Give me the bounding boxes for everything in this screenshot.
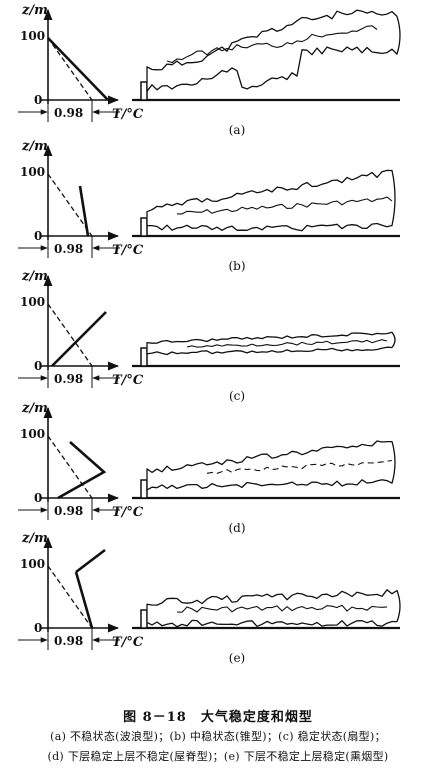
panel-d: z/m 100 0 T/°C 0.98 (d) bbox=[18, 401, 400, 535]
figure-diagram: z/m 100 0 T/°C 0.98 (a) z/m 100 0 T/°C 0.98 (b) z/m 1… bbox=[18, 3, 401, 665]
panel-label-e: (e) bbox=[229, 651, 245, 665]
smokestack bbox=[140, 479, 148, 499]
temperature-profile bbox=[51, 311, 107, 367]
panel-label-c: (c) bbox=[229, 389, 245, 403]
z-axis-label: z/m bbox=[21, 3, 48, 18]
reference-lapse-line bbox=[47, 37, 93, 101]
T-axis-label: T/°C bbox=[112, 243, 144, 258]
T-axis-label: T/°C bbox=[112, 107, 144, 122]
smokestack bbox=[140, 217, 148, 237]
temperature-profile bbox=[78, 185, 90, 237]
plume bbox=[146, 169, 396, 232]
smokestack bbox=[140, 81, 148, 101]
plume bbox=[146, 589, 401, 628]
tick-0: 0 bbox=[34, 229, 42, 243]
plume-inner bbox=[177, 196, 393, 215]
smokestack bbox=[140, 609, 148, 629]
T-axis-label: T/°C bbox=[112, 635, 144, 650]
tick-100: 100 bbox=[20, 295, 45, 309]
z-axis-label: z/m bbox=[21, 139, 48, 154]
temperature-profile bbox=[47, 37, 109, 101]
panel-a: z/m 100 0 T/°C 0.98 (a) bbox=[18, 3, 401, 137]
caption-line-1: (a) 不稳状态(波浪型)；(b) 中稳状态(锥型)；(c) 稳定状态(扇型)； bbox=[50, 730, 386, 743]
plume-inner bbox=[166, 25, 378, 64]
panel-label-a: (a) bbox=[229, 123, 246, 137]
panel-label-b: (b) bbox=[228, 259, 245, 273]
plume bbox=[146, 331, 396, 356]
plume-inner bbox=[176, 604, 388, 613]
tick-098: 0.98 bbox=[54, 504, 83, 518]
z-axis-label: z/m bbox=[21, 531, 48, 546]
panel-e: z/m 100 0 T/°C 0.98 (e) bbox=[18, 531, 401, 665]
tick-0: 0 bbox=[34, 93, 42, 107]
z-axis-label: z/m bbox=[21, 401, 48, 416]
plume bbox=[146, 9, 401, 92]
tick-100: 100 bbox=[20, 557, 45, 571]
tick-100: 100 bbox=[20, 427, 45, 441]
tick-098: 0.98 bbox=[54, 242, 83, 256]
tick-098: 0.98 bbox=[54, 372, 83, 386]
plume-inner bbox=[186, 339, 388, 348]
caption-title: 图 8－18 大气稳定度和烟型 bbox=[123, 710, 313, 725]
panel-c: z/m 100 0 T/°C 0.98 (c) bbox=[18, 269, 400, 403]
T-axis-label: T/°C bbox=[112, 373, 144, 388]
tick-0: 0 bbox=[34, 491, 42, 505]
z-axis-label: z/m bbox=[21, 269, 48, 284]
panel-b: z/m 100 0 T/°C 0.98 (b) bbox=[18, 139, 400, 273]
tick-0: 0 bbox=[34, 359, 42, 373]
tick-100: 100 bbox=[20, 29, 45, 43]
plume-inner bbox=[206, 459, 393, 474]
temperature-profile bbox=[57, 441, 107, 500]
caption-line-2: (d) 下层稳定上层不稳定(屋脊型)；(e) 下层不稳定上层稳定(熏烟型) bbox=[47, 750, 389, 763]
panel-label-d: (d) bbox=[228, 521, 245, 535]
temperature-profile bbox=[74, 548, 106, 629]
smokestack bbox=[140, 347, 148, 367]
reference-lapse-line bbox=[47, 565, 93, 629]
tick-098: 0.98 bbox=[54, 106, 83, 120]
reference-lapse-line bbox=[47, 173, 93, 237]
reference-lapse-line bbox=[47, 435, 93, 499]
T-axis-label: T/°C bbox=[112, 505, 144, 520]
tick-100: 100 bbox=[20, 165, 45, 179]
reference-lapse-line bbox=[47, 303, 93, 367]
tick-098: 0.98 bbox=[54, 634, 83, 648]
plume bbox=[146, 440, 396, 491]
tick-0: 0 bbox=[34, 621, 42, 635]
